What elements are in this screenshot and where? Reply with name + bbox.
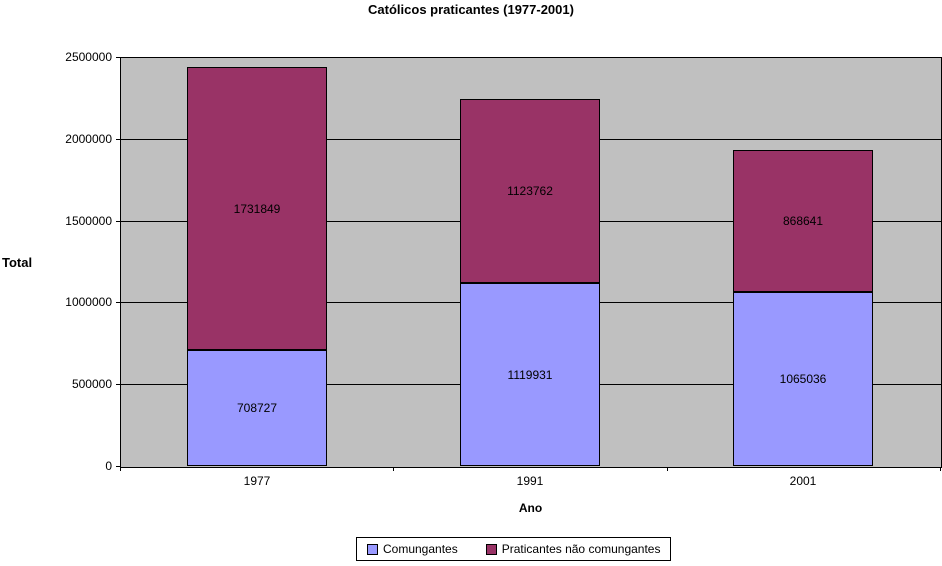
bar-segment-comungantes (460, 283, 600, 466)
x-tick-label: 1977 (243, 474, 271, 488)
bar-data-label: 1123762 (507, 184, 553, 198)
y-tick-label: 2000000 (65, 132, 112, 146)
x-axis-title: Ano (518, 501, 543, 515)
bar-segment-comungantes (187, 350, 327, 466)
y-tick-label: 1000000 (65, 295, 112, 309)
legend-label: Praticantes não comungantes (501, 542, 661, 556)
bar-data-label: 708727 (236, 401, 278, 415)
y-tick-label: 2500000 (65, 50, 112, 64)
y-tick-label: 0 (105, 459, 112, 473)
bar-segment-praticantes-não-comungantes (187, 67, 327, 350)
legend-label: Comungantes (383, 542, 458, 556)
bar-data-label: 1119931 (507, 367, 553, 382)
x-tick-label: 2001 (789, 474, 817, 488)
bar-data-label: 868641 (782, 214, 824, 228)
y-tick-mark (116, 57, 120, 58)
x-tick-mark (120, 467, 121, 471)
bar-segment-praticantes-não-comungantes (460, 99, 600, 283)
legend: Comungantes Praticantes não comungantes (356, 537, 672, 561)
y-tick-mark (116, 221, 120, 222)
legend-item: Praticantes não comungantes (485, 542, 661, 556)
y-axis-title: Total (2, 255, 33, 270)
bar-data-label: 1731849 (233, 201, 281, 216)
bar-data-label: 1065036 (779, 372, 827, 386)
y-tick-mark (116, 384, 120, 385)
legend-swatch-icon (367, 543, 378, 555)
chart-title: Católicos praticantes (1977-2001) (368, 2, 574, 17)
x-tick-mark (667, 467, 668, 471)
bar-segment-comungantes (733, 292, 873, 466)
x-tick-label: 1991 (516, 474, 544, 488)
x-tick-mark (940, 467, 941, 471)
x-tick-mark (393, 467, 394, 471)
y-tick-mark (116, 302, 120, 303)
y-tick-label: 1500000 (65, 214, 112, 228)
bar-segment-praticantes-não-comungantes (733, 150, 873, 292)
y-tick-mark (116, 466, 120, 467)
gridline (120, 57, 941, 58)
legend-swatch-icon (485, 543, 497, 555)
y-tick-mark (116, 139, 120, 140)
y-tick-label: 500000 (71, 377, 112, 391)
legend-item: Comungantes (367, 542, 458, 556)
